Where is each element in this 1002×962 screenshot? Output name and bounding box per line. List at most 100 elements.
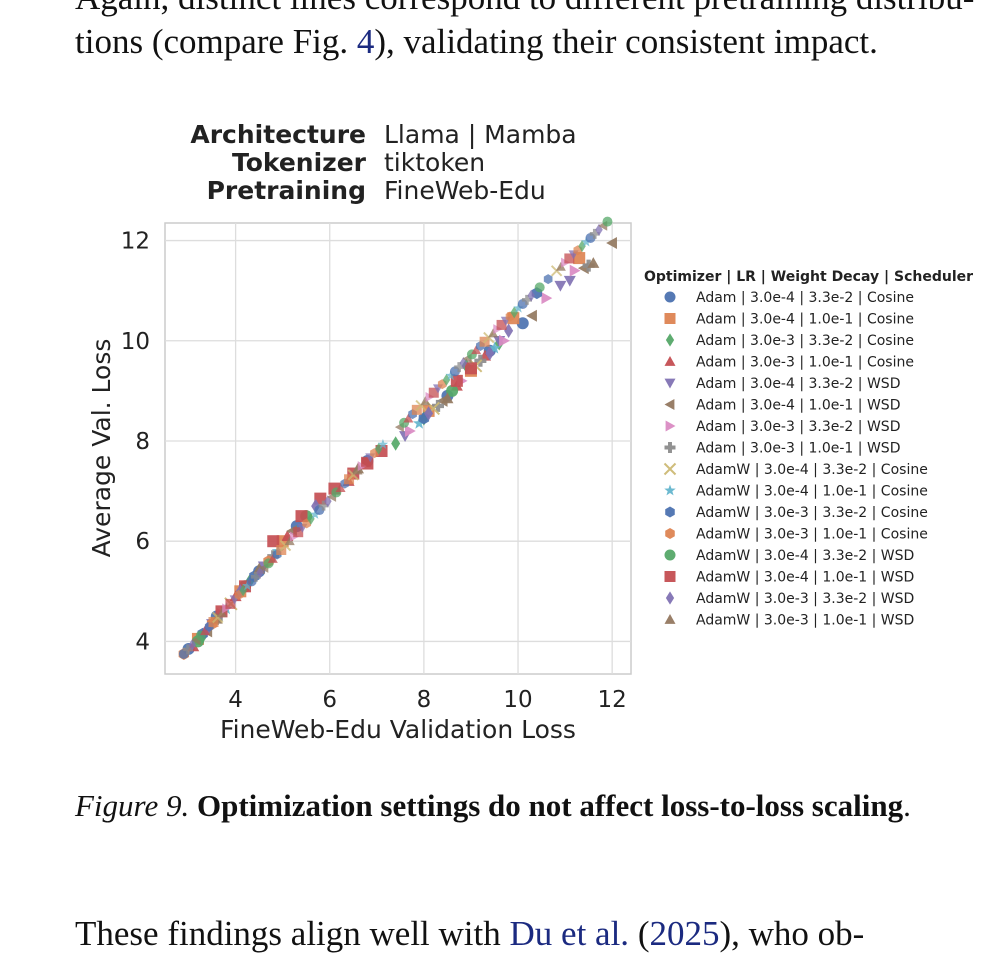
legend-entry: Adam | 3.0e-4 | 1.0e-1 | WSD	[696, 398, 900, 414]
legend-marker	[664, 291, 676, 303]
data-point	[225, 598, 236, 609]
data-point	[464, 362, 477, 375]
legend-entry: Adam | 3.0e-3 | 3.3e-2 | WSD	[696, 419, 900, 435]
data-point	[420, 396, 431, 406]
bottom-text-c: ), who ob-	[719, 914, 865, 953]
tokenizer-key: Tokenizer	[232, 148, 367, 177]
data-point	[510, 306, 519, 319]
data-point	[374, 442, 383, 455]
legend-entry: Adam | 3.0e-4 | 1.0e-1 | Cosine	[696, 312, 914, 328]
data-point	[606, 237, 617, 250]
y-tick-label: 8	[135, 429, 150, 455]
x-tick-label: 12	[598, 687, 627, 713]
data-point	[445, 370, 456, 381]
legend-marker	[664, 442, 676, 453]
legend: Adam | 3.0e-4 | 3.3e-2 | Cosine Adam | 3.…	[663, 290, 928, 629]
legend-entry: Adam | 3.0e-3 | 1.0e-1 | WSD	[696, 441, 900, 457]
data-point	[578, 240, 586, 253]
top-line-text-a: tions (compare Fig.	[75, 22, 357, 61]
data-point	[589, 228, 600, 239]
data-point	[587, 257, 600, 268]
data-point	[563, 275, 576, 287]
legend-entry: AdamW | 3.0e-3 | 1.0e-1 | WSD	[696, 613, 914, 629]
caption-label: Figure 9.	[75, 788, 190, 823]
data-point	[441, 392, 454, 404]
data-point	[188, 638, 197, 651]
legend-marker	[665, 528, 675, 539]
top-line-text-b: ), validating their consistent impact.	[374, 22, 878, 61]
legend-marker	[664, 571, 676, 582]
legend-marker	[664, 356, 676, 366]
data-point	[391, 436, 401, 451]
data-point	[573, 252, 586, 265]
data-point	[352, 465, 363, 475]
figure-9: Architecture Llama | Mamba Tokenizer tik…	[87, 120, 973, 744]
figure-caption: Figure 9. Optimization settings do not a…	[75, 788, 911, 824]
x-axis-label: FineWeb-Edu Validation Loss	[220, 715, 576, 744]
pretraining-value: FineWeb-Edu	[384, 176, 546, 205]
legend-title: Optimizer | LR | Weight Decay | Schedule…	[644, 269, 973, 285]
legend-marker	[665, 591, 675, 605]
y-tick-label: 10	[121, 329, 150, 355]
legend-marker	[663, 462, 677, 476]
body-text-top-cut: Again, distinct lines correspond to diff…	[75, 0, 974, 18]
legend-entry: AdamW | 3.0e-4 | 3.3e-2 | WSD	[696, 548, 914, 564]
data-point	[250, 571, 261, 582]
legend-marker	[665, 420, 676, 432]
data-point	[293, 527, 304, 538]
legend-marker	[665, 506, 675, 518]
data-point	[307, 512, 315, 525]
data-point	[377, 438, 389, 449]
tokenizer-value: tiktoken	[384, 148, 485, 177]
data-points	[178, 216, 617, 660]
legend-marker	[664, 549, 676, 561]
data-point	[602, 216, 613, 227]
data-point	[485, 346, 495, 361]
data-point	[267, 535, 280, 548]
legend-entry: Adam | 3.0e-3 | 3.3e-2 | Cosine	[696, 333, 914, 349]
body-text-bottom: These findings align well with Du et al.…	[75, 914, 864, 954]
x-tick-label: 6	[322, 687, 337, 713]
legend-entry: AdamW | 3.0e-3 | 3.3e-2 | Cosine	[696, 505, 928, 521]
legend-entry: Adam | 3.0e-4 | 3.3e-2 | WSD	[696, 376, 900, 392]
citation-link[interactable]: Du et al.	[509, 914, 630, 953]
data-point	[200, 626, 211, 636]
citation-year-link[interactable]: 2025	[649, 914, 720, 953]
legend-marker	[665, 333, 675, 347]
data-point	[242, 580, 253, 591]
figure-ref-link[interactable]: 4	[356, 22, 375, 61]
x-tick-label: 10	[503, 687, 532, 713]
architecture-key: Architecture	[190, 120, 366, 149]
data-point	[256, 566, 264, 579]
data-point	[581, 236, 592, 247]
caption-title: Optimization settings do not affect loss…	[196, 788, 904, 823]
data-point	[534, 282, 545, 293]
legend-entry: Adam | 3.0e-4 | 3.3e-2 | Cosine	[696, 290, 914, 306]
data-point	[450, 374, 463, 387]
data-point	[284, 536, 295, 546]
bottom-text-a: These findings align well with	[75, 914, 510, 953]
data-point	[513, 302, 524, 313]
data-point	[526, 309, 537, 322]
data-point	[564, 253, 575, 264]
architecture-value: Llama | Mamba	[384, 120, 577, 149]
data-point	[527, 289, 535, 302]
body-text-top: tions (compare Fig. 4), validating their…	[75, 22, 878, 62]
data-point	[516, 317, 529, 330]
bottom-text-b: (	[629, 914, 650, 953]
data-point	[543, 274, 553, 285]
y-tick-label: 12	[121, 229, 150, 255]
data-point	[499, 334, 510, 347]
y-tick-label: 4	[135, 629, 150, 655]
data-point	[496, 319, 507, 330]
data-point	[471, 345, 482, 355]
data-point	[295, 510, 308, 523]
tick-labels: 4 6 8 10 12 4 6 8 10 12	[121, 229, 627, 713]
data-point	[521, 294, 532, 305]
data-point	[309, 508, 321, 519]
legend-entry: AdamW | 3.0e-4 | 3.3e-2 | Cosine	[696, 462, 928, 478]
data-point	[360, 456, 371, 467]
data-point	[428, 387, 439, 398]
legend-entry: AdamW | 3.0e-4 | 1.0e-1 | WSD	[696, 570, 914, 586]
data-point	[216, 607, 227, 617]
